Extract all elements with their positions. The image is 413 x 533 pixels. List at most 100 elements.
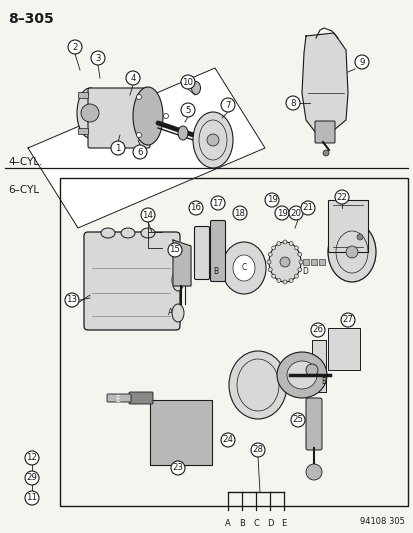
Polygon shape (173, 240, 190, 286)
Ellipse shape (297, 268, 301, 272)
Ellipse shape (276, 352, 326, 398)
Text: 1: 1 (115, 143, 121, 152)
Text: 29: 29 (26, 473, 37, 482)
Circle shape (354, 55, 368, 69)
FancyBboxPatch shape (107, 394, 131, 402)
Circle shape (25, 471, 39, 485)
Text: 17: 17 (212, 198, 223, 207)
Circle shape (300, 201, 314, 215)
Text: 24: 24 (222, 435, 233, 445)
FancyBboxPatch shape (88, 88, 150, 148)
Text: 20: 20 (290, 208, 301, 217)
Ellipse shape (282, 240, 286, 244)
Circle shape (180, 103, 195, 117)
Text: E: E (281, 519, 286, 528)
Text: 15: 15 (169, 246, 180, 254)
Text: D: D (301, 268, 307, 277)
Circle shape (133, 145, 147, 159)
Ellipse shape (268, 252, 272, 256)
Ellipse shape (221, 242, 266, 294)
Ellipse shape (268, 268, 272, 272)
Circle shape (274, 206, 288, 220)
Circle shape (211, 196, 224, 210)
FancyBboxPatch shape (210, 221, 225, 281)
Ellipse shape (101, 228, 115, 238)
Ellipse shape (233, 255, 254, 281)
Text: 25: 25 (292, 416, 303, 424)
FancyBboxPatch shape (84, 232, 180, 330)
Bar (311, 340, 325, 392)
Text: B: B (213, 268, 218, 277)
Bar (78, 128, 88, 134)
Text: 13: 13 (66, 295, 77, 304)
Ellipse shape (133, 87, 163, 145)
Circle shape (136, 133, 141, 138)
Text: 6–CYL: 6–CYL (8, 185, 39, 195)
Text: 4–CYL.: 4–CYL. (8, 157, 43, 167)
Circle shape (290, 413, 304, 427)
Text: 27: 27 (342, 316, 353, 325)
Text: A: A (168, 308, 173, 317)
Text: 11: 11 (26, 494, 38, 503)
Circle shape (171, 461, 185, 475)
Text: 9: 9 (358, 58, 364, 67)
Text: 23: 23 (172, 464, 183, 472)
Ellipse shape (276, 241, 280, 246)
Circle shape (111, 141, 125, 155)
Circle shape (345, 246, 357, 258)
Text: D: D (266, 519, 273, 528)
Circle shape (233, 206, 247, 220)
Text: 12: 12 (26, 454, 38, 463)
Ellipse shape (288, 241, 292, 246)
FancyBboxPatch shape (194, 227, 209, 279)
Text: 6: 6 (137, 148, 142, 157)
Bar (150, 400, 211, 465)
Ellipse shape (191, 82, 200, 94)
Ellipse shape (294, 246, 298, 250)
FancyBboxPatch shape (305, 398, 321, 450)
Circle shape (168, 243, 182, 257)
Text: 4: 4 (130, 74, 135, 83)
Circle shape (65, 293, 79, 307)
Text: 2: 2 (72, 43, 78, 52)
Circle shape (206, 134, 218, 146)
Circle shape (322, 150, 328, 156)
Text: 3: 3 (95, 53, 100, 62)
Ellipse shape (178, 126, 188, 140)
Circle shape (25, 491, 39, 505)
Ellipse shape (327, 222, 375, 282)
Bar (302, 259, 308, 265)
Text: 22: 22 (336, 192, 347, 201)
Bar (78, 92, 88, 98)
Circle shape (221, 98, 235, 112)
FancyBboxPatch shape (129, 392, 153, 404)
Ellipse shape (228, 351, 286, 419)
Ellipse shape (297, 252, 301, 256)
Ellipse shape (271, 274, 275, 278)
Text: C: C (241, 263, 246, 272)
Bar (318, 259, 324, 265)
Ellipse shape (268, 242, 300, 282)
Circle shape (334, 190, 348, 204)
Text: 19: 19 (266, 196, 277, 205)
Text: B: B (238, 519, 244, 528)
Text: B: B (320, 377, 326, 386)
Ellipse shape (141, 228, 154, 238)
Text: 7: 7 (225, 101, 230, 109)
Ellipse shape (266, 260, 271, 264)
Text: 5: 5 (185, 106, 190, 115)
Ellipse shape (276, 278, 280, 282)
Ellipse shape (288, 278, 292, 282)
Text: 21: 21 (302, 204, 313, 213)
Bar (327, 200, 367, 252)
Circle shape (285, 96, 299, 110)
Bar (327, 328, 359, 370)
Circle shape (81, 104, 99, 122)
Text: 14: 14 (142, 211, 153, 220)
Polygon shape (301, 33, 347, 133)
Ellipse shape (171, 304, 183, 322)
Circle shape (163, 114, 168, 118)
Text: 19: 19 (276, 208, 287, 217)
Circle shape (279, 257, 289, 267)
Bar (310, 259, 316, 265)
